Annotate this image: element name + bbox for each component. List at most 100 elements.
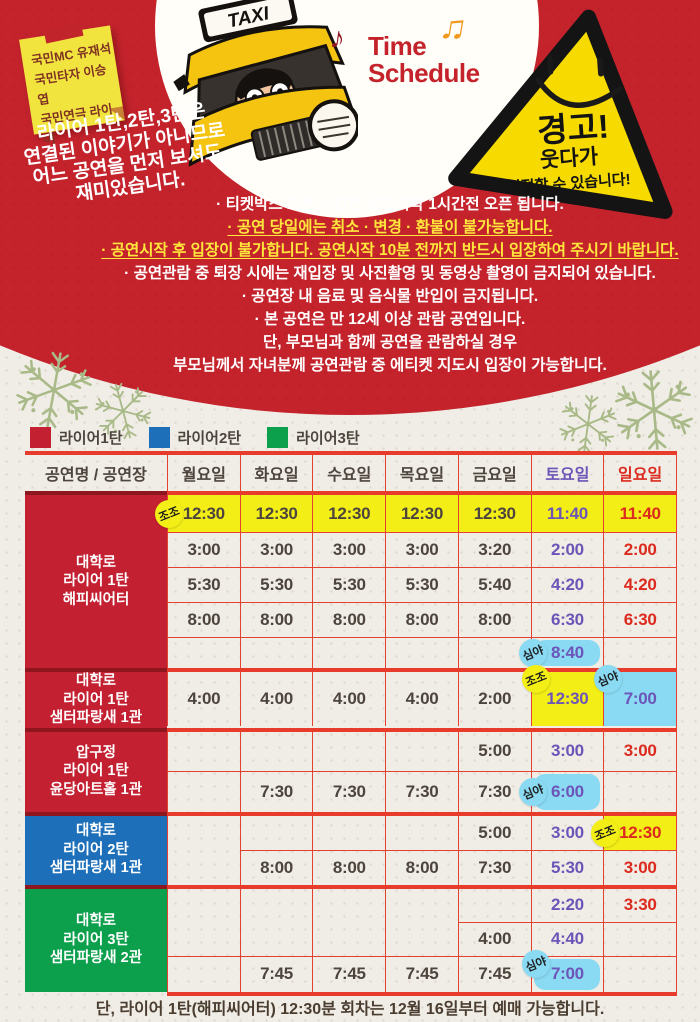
time-cell — [239, 637, 313, 668]
time-cell: 2:00 — [530, 532, 604, 567]
time-cell: 8:00 — [385, 849, 458, 885]
time-cell: 심야 6:00 — [514, 770, 604, 812]
time-cell — [312, 888, 385, 922]
time-cell: 12:30 — [239, 495, 313, 532]
showtime: 2:00 — [623, 540, 657, 559]
time-cell — [167, 849, 240, 885]
time-cell: 3:30 — [603, 888, 676, 922]
time-cell: 12:30 — [385, 495, 458, 532]
time-cell: 8:00 — [385, 602, 458, 637]
time-cell: 7:30 — [385, 770, 458, 812]
time-cell: 5:00 — [457, 815, 531, 850]
time-cell: 2:00 — [457, 672, 531, 726]
showtime: 5:30 — [332, 575, 366, 594]
notice-line: · 티켓박스 오픈 시간은 공연시작 1시간전 오픈 됩니다. — [216, 196, 564, 213]
time-cell — [167, 637, 240, 668]
time-cell: 5:30 — [312, 567, 386, 602]
time-cell — [239, 815, 313, 850]
time-cell — [312, 815, 385, 850]
venue-name-line: 샘터파랑새 1관 — [49, 710, 143, 727]
time-cell: 4:00 — [457, 921, 531, 956]
time-cell: 5:30 — [167, 567, 240, 602]
time-cell: 4:00 — [312, 672, 385, 726]
time-cell: 7:30 — [457, 770, 531, 812]
time-cell — [239, 888, 313, 922]
time-cell — [167, 955, 240, 992]
venue-cell: 대학로 라이어 1탄 해피씨어터 — [25, 495, 167, 668]
time-cell: 4:00 — [385, 672, 458, 726]
schedule-header-cell: 수요일 — [312, 455, 385, 491]
time-cell — [385, 888, 458, 922]
section-divider — [25, 884, 677, 889]
schedule-header-cell: 일요일 — [603, 455, 676, 491]
showtime: 4:20 — [623, 575, 657, 594]
time-cell: 조조 12:30 — [517, 660, 604, 726]
venue-cell: 압구정 라이어 1탄 윤당아트홀 1관 — [25, 731, 167, 812]
legend-item: 라이어2탄 — [148, 427, 242, 448]
time-cell — [167, 888, 240, 922]
showtime: 12:30 — [182, 503, 225, 523]
time-cell — [385, 731, 458, 771]
time-cell: 3:00 — [530, 731, 604, 771]
time-cell: 3:00 — [530, 815, 604, 850]
showtime: 3:00 — [551, 822, 584, 842]
showtime: 2:00 — [551, 540, 584, 559]
time-cell: 4:40 — [530, 921, 604, 956]
venue-name-line: 라이어 1탄 — [63, 691, 129, 708]
showtime: 12:30 — [401, 503, 443, 523]
time-cell: 8:00 — [312, 602, 386, 637]
showtime: 12:30 — [328, 503, 371, 523]
warning-line2: 웃다가 — [539, 145, 599, 172]
table-top-border — [25, 451, 677, 455]
schedule-section: 대학로 라이어 2탄 샘터파랑새 1관 5:00 3:00 조조 12:30 8:00 8:00… — [25, 814, 677, 885]
smiley-face-icon — [535, 54, 623, 108]
showtime: 4:00 — [405, 689, 439, 708]
schedule-section: 대학로 라이어 1탄 해피씨어터 조조 12:30 12:30 12:30 12:30 12:3… — [25, 495, 677, 672]
time-schedule-line2: Schedule — [368, 57, 480, 88]
showtime: 7:30 — [260, 781, 293, 801]
showtime: 8:40 — [551, 643, 584, 662]
time-cell — [457, 637, 531, 668]
time-cell — [385, 815, 458, 850]
showtime: 7:30 — [332, 781, 366, 801]
showtime: 3:00 — [405, 540, 439, 559]
taxi-cartoon: TAXI — [173, 0, 358, 167]
showtime: 3:00 — [623, 741, 657, 761]
notice-line: · 공연시작 후 입장이 불가합니다. 공연시작 10분 전까지 반드시 입장하… — [101, 242, 679, 259]
time-cell: 3:20 — [457, 532, 531, 567]
legend-label: 라이어1탄 — [59, 430, 123, 447]
time-cell: 3:00 — [239, 532, 313, 567]
showtime: 11:40 — [619, 503, 661, 523]
notice-list: · 티켓박스 오픈 시간은 공연시작 1시간전 오픈 됩니다. · 공연 당일에는… — [88, 193, 692, 377]
legend: 라이어1탄 라이어2탄 라이어3탄 — [30, 427, 360, 448]
section-divider — [25, 727, 677, 732]
showtime: 7:00 — [623, 689, 657, 708]
time-cell: 7:30 — [312, 770, 386, 812]
time-cell: 4:00 — [167, 672, 240, 726]
time-cell: 4:20 — [530, 567, 604, 602]
showtime: 8:00 — [332, 857, 366, 877]
showtime: 3:00 — [551, 741, 584, 761]
time-cell: 2:00 — [603, 532, 676, 567]
legend-swatch — [30, 427, 51, 448]
legend-label: 라이어2탄 — [177, 430, 242, 447]
time-cell: 8:00 — [457, 602, 531, 637]
notice-line: 단, 부모님과 함께 공연을 관람하실 경우 — [263, 334, 517, 351]
time-cell: 4:00 — [239, 672, 313, 726]
showtime: 4:20 — [551, 575, 584, 594]
time-cell — [167, 815, 240, 850]
notice-line: · 공연장 내 음료 및 음식물 반입이 금지됩니다. — [241, 288, 539, 305]
showtime: 7:45 — [260, 964, 293, 984]
showtime: 7:45 — [478, 964, 512, 984]
showtime: 12:30 — [619, 822, 662, 842]
legend-swatch — [267, 427, 289, 448]
venue-name-line: 대학로 — [75, 823, 117, 840]
schedule-header-cell: 토요일 — [530, 455, 604, 491]
showtime: 6:30 — [623, 610, 657, 629]
venue-name-line: 윤당아트홀 1관 — [49, 781, 143, 798]
time-cell: 5:30 — [239, 567, 313, 602]
time-cell — [603, 921, 676, 956]
time-cell: 11:40 — [603, 495, 676, 532]
showtime: 3:00 — [623, 857, 657, 877]
time-cell: 7:30 — [457, 849, 531, 885]
